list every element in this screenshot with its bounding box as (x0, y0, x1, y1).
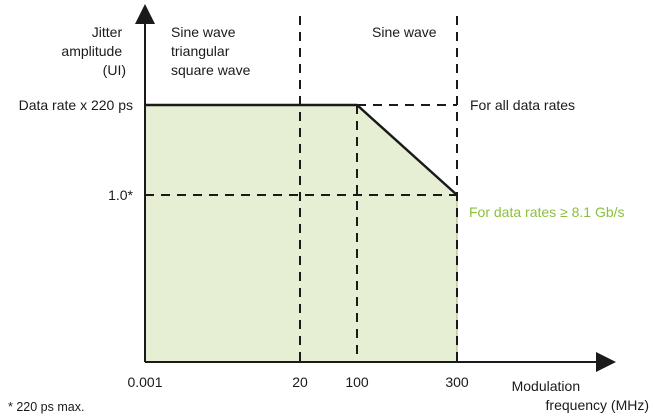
x-tick-100: 100 (345, 374, 369, 390)
x-tick-20: 20 (292, 374, 308, 390)
x-tick-300: 300 (445, 374, 469, 390)
footnote: * 220 ps max. (8, 400, 84, 414)
region-label-right: Sine wave (372, 24, 437, 40)
x-tick-0001: 0.001 (127, 374, 162, 390)
region-label-left: Sine wave triangular square wave (171, 24, 251, 78)
y-axis-label: Jitter amplitude (UI) (61, 24, 126, 78)
y-tick-1ui: 1.0* (108, 187, 133, 203)
tolerance-curve (145, 103, 458, 196)
annotation-all-data-rates: For all data rates (470, 97, 575, 113)
x-axis-label: Modulation frequency (MHz) (512, 378, 649, 413)
y-tick-upper-level: Data rate x 220 ps (19, 97, 133, 113)
annotation-high-data-rates: For data rates ≥ 8.1 Gb/s (469, 204, 625, 220)
